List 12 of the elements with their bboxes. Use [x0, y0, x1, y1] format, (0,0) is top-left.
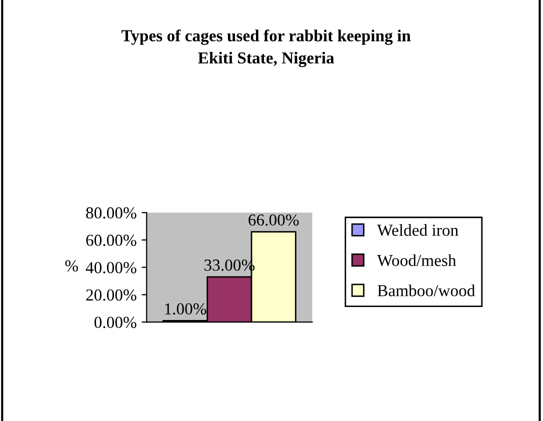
data-label: 66.00% [248, 214, 299, 226]
y-tick-label: 20.00% [86, 289, 136, 301]
y-tick-label: 40.00% [86, 262, 136, 274]
chart-title: Types of cages used for rabbit keeping in Ekiti State, Nigeria [121, 29, 411, 68]
y-axis-title: % [65, 260, 78, 272]
y-tick-label: 60.00% [86, 234, 136, 246]
legend-label: Welded iron [377, 224, 458, 236]
y-tick-label: 80.00% [86, 207, 136, 219]
legend-label: Wood/mesh [377, 254, 456, 266]
y-tick-label: 0.00% [94, 316, 136, 328]
data-label: 1.00% [165, 303, 206, 315]
legend-label: Bamboo/wood [378, 284, 476, 296]
